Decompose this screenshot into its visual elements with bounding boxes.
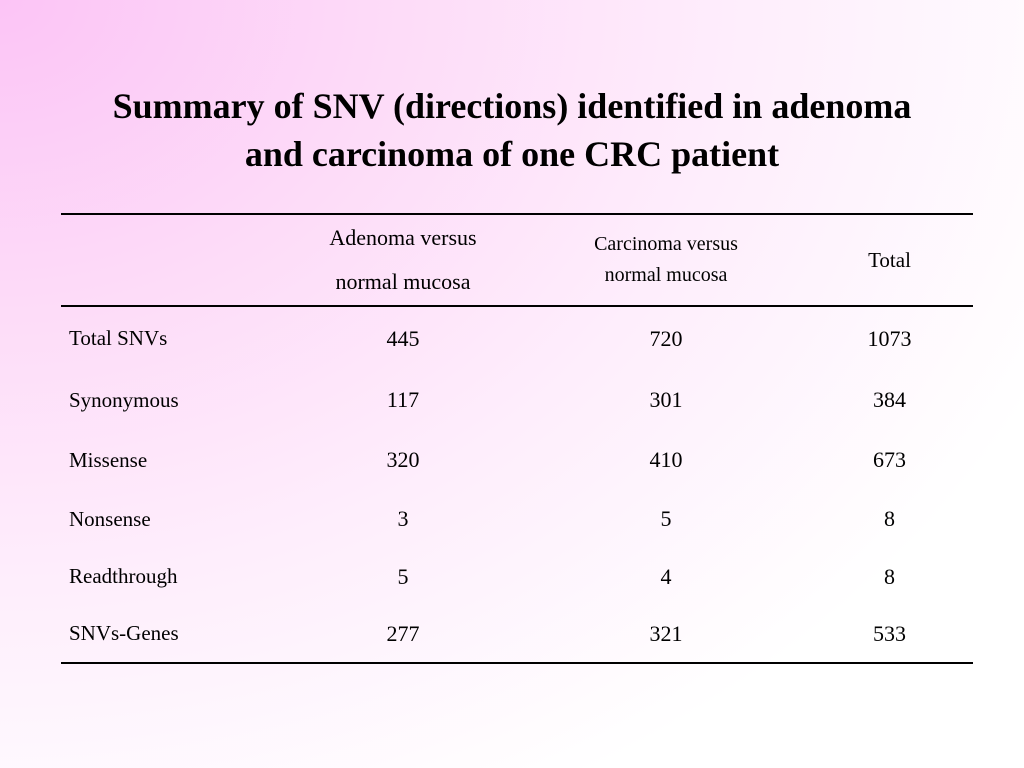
cell-carcinoma: 5 xyxy=(660,506,672,531)
cell-adenoma: 117 xyxy=(386,387,420,412)
header-empty-cell xyxy=(61,214,280,306)
header-carcinoma-versus-normal: Carcinoma versus normal mucosa xyxy=(526,214,806,306)
cell-total: 673 xyxy=(873,447,906,472)
header-carcinoma-line-1: Carcinoma versus xyxy=(594,233,738,255)
table-row: Total SNVs 445 720 1073 xyxy=(61,306,973,370)
cell-total: 8 xyxy=(884,563,895,589)
header-row: Adenoma versus normal mucosa Carcinoma v… xyxy=(61,214,973,306)
table-row: SNVs-Genes 277 321 533 xyxy=(61,605,973,663)
header-adenoma-line-2: normal mucosa xyxy=(335,269,471,294)
row-label: Nonsense xyxy=(69,506,151,531)
row-label: Synonymous xyxy=(69,387,179,412)
row-label: SNVs-Genes xyxy=(69,621,179,645)
cell-total: 1073 xyxy=(867,325,912,351)
snv-summary-table: Adenoma versus normal mucosa Carcinoma v… xyxy=(61,213,973,664)
table-row: Readthrough 5 4 8 xyxy=(61,548,973,605)
header-total-label: Total xyxy=(868,247,911,272)
cell-adenoma: 445 xyxy=(386,325,420,351)
header-adenoma-versus-normal: Adenoma versus normal mucosa xyxy=(280,214,526,306)
slide-title-line-1: Summary of SNV (directions) identified i… xyxy=(112,86,912,126)
cell-adenoma: 3 xyxy=(397,506,409,531)
row-label: Readthrough xyxy=(69,564,178,588)
cell-carcinoma: 301 xyxy=(649,387,683,412)
row-label: Total SNVs xyxy=(69,326,168,350)
cell-carcinoma: 720 xyxy=(649,325,683,351)
header-adenoma-line-1: Adenoma versus xyxy=(329,225,477,250)
snv-summary-table-container: Adenoma versus normal mucosa Carcinoma v… xyxy=(61,213,973,664)
cell-adenoma: 277 xyxy=(386,620,420,646)
table-row: Missense 320 410 673 xyxy=(61,430,973,490)
header-carcinoma-line-2: normal mucosa xyxy=(604,264,728,286)
table-row: Synonymous 117 301 384 xyxy=(61,370,973,430)
cell-total: 8 xyxy=(884,506,895,531)
cell-carcinoma: 321 xyxy=(649,620,683,646)
cell-adenoma: 5 xyxy=(397,563,409,589)
slide-title-line-2: and carcinoma of one CRC patient xyxy=(244,134,780,174)
row-label: Missense xyxy=(69,447,148,472)
slide-title: Summary of SNV (directions) identified i… xyxy=(40,82,984,178)
cell-carcinoma: 410 xyxy=(649,447,683,472)
cell-total: 384 xyxy=(873,387,906,412)
table-header: Adenoma versus normal mucosa Carcinoma v… xyxy=(61,214,973,306)
table-row: Nonsense 3 5 8 xyxy=(61,490,973,548)
cell-total: 533 xyxy=(873,620,906,646)
table-body: Total SNVs 445 720 1073 Synonymous 117 3… xyxy=(61,306,973,663)
header-total: Total xyxy=(806,214,973,306)
cell-adenoma: 320 xyxy=(386,447,420,472)
cell-carcinoma: 4 xyxy=(660,563,672,589)
